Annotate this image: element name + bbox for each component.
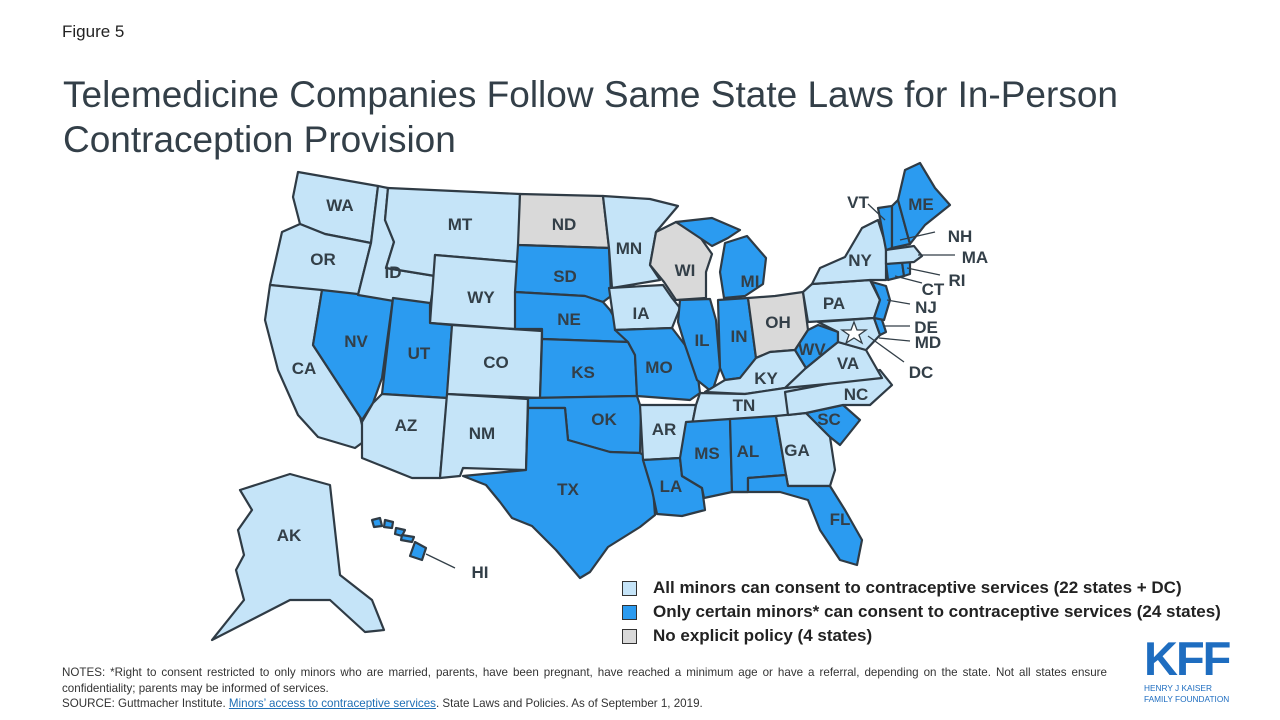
label-me: ME [908,195,934,214]
state-nj [870,280,892,322]
footnotes: NOTES: *Right to consent restricted to o… [62,665,1107,712]
label-va: VA [837,354,859,373]
label-wi: WI [675,261,696,280]
label-co: CO [483,353,509,372]
label-in: IN [731,327,748,346]
page-title: Telemedicine Companies Follow Same State… [63,74,1118,160]
label-mi: MI [741,272,760,291]
state-mo [613,326,702,402]
state-mi [674,216,768,300]
source-line: SOURCE: Guttmacher Institute. Minors’ ac… [62,696,1107,712]
label-il: IL [694,331,709,350]
label-la: LA [660,477,683,496]
notes-line: NOTES: *Right to consent restricted to o… [62,665,1107,696]
label-az: AZ [395,416,418,435]
label-md: MD [915,333,941,352]
logo-line-2: FAMILY FOUNDATION [1144,694,1230,704]
label-nd: ND [552,215,577,234]
legend-swatch [622,604,637,620]
label-ky: KY [754,369,778,388]
state-az [360,392,449,480]
legend: All minors can consent to contraceptive … [622,576,1221,648]
label-ut: UT [408,344,431,363]
label-fl: FL [830,510,851,529]
label-ri: RI [949,271,966,290]
label-nj: NJ [915,298,937,317]
label-ne: NE [557,310,581,329]
label-nv: NV [344,332,368,351]
label-ms: MS [694,444,720,463]
legend-swatch [622,628,637,644]
callout-lines [425,203,955,569]
label-ok: OK [591,410,617,429]
dc-star [839,320,869,345]
legend-label: All minors can consent to contraceptive … [653,578,1182,597]
state-tx [461,406,657,580]
label-ct: CT [922,280,945,299]
label-hi: HI [472,563,489,582]
notes-label: NOTES: [62,666,106,679]
label-al: AL [737,442,760,461]
label-nh: NH [948,227,973,246]
label-nc: NC [844,385,869,404]
label-wv: WV [798,340,826,359]
label-de: DE [914,318,938,337]
kff-logo: KFF HENRY J KAISER FAMILY FOUNDATION [1144,632,1238,704]
label-ks: KS [571,363,595,382]
label-wa: WA [326,196,353,215]
source-link[interactable]: Minors’ access to contraceptive services [228,697,436,710]
legend-item-certain-minors: Only certain minors* can consent to cont… [622,600,1221,624]
label-tn: TN [733,396,756,415]
label-or: OR [310,250,336,269]
label-ny: NY [848,251,872,270]
state-ma [884,244,924,266]
state-hi [370,516,428,562]
source-pre: Guttmacher Institute. [114,697,229,710]
legend-label: No explicit policy (4 states) [653,626,873,645]
label-vt: VT [847,193,869,212]
state-ak [210,472,386,642]
label-dc: DC [909,363,934,382]
logo-line-1: HENRY J KAISER [1144,683,1212,693]
legend-item-all-minors: All minors can consent to contraceptive … [622,576,1221,600]
label-mt: MT [448,215,473,234]
label-mn: MN [616,239,642,258]
label-ar: AR [652,420,677,439]
source-label: SOURCE: [62,697,115,710]
label-mo: MO [645,358,672,377]
state-fl [730,473,864,567]
label-sd: SD [553,267,577,286]
label-ca: CA [292,359,317,378]
label-ma: MA [962,248,988,267]
source-post: . State Laws and Policies. As of Septemb… [435,697,703,710]
legend-swatch [622,580,637,596]
state-me [896,161,952,246]
label-ia: IA [633,304,650,323]
logo-mark: KFF [1144,632,1231,685]
label-wy: WY [467,288,495,307]
label-tx: TX [557,480,579,499]
state-labels: WA OR CA NV ID MT WY UT CO AZ NM ND SD N… [277,193,989,582]
label-ak: AK [277,526,302,545]
state-ny [810,218,888,286]
label-id: ID [385,263,402,282]
label-nm: NM [469,424,495,443]
label-pa: PA [823,294,845,313]
label-sc: SC [817,410,841,429]
notes-text: *Right to consent restricted to only min… [62,666,1107,695]
figure-label: Figure 5 [62,22,125,41]
label-ga: GA [784,441,810,460]
label-oh: OH [765,313,791,332]
legend-label: Only certain minors* can consent to cont… [653,602,1221,621]
legend-item-no-policy: No explicit policy (4 states) [622,624,1221,648]
